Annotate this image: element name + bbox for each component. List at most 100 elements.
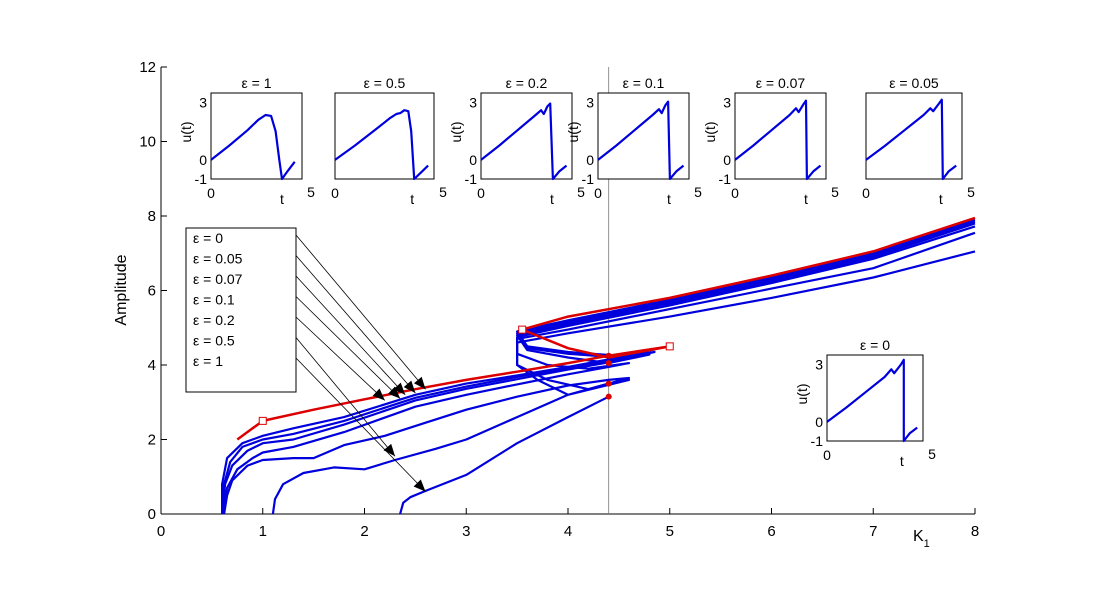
inset-series-line (597, 100, 685, 181)
inset-x-label: t (280, 191, 284, 207)
legend-arrow (295, 275, 406, 396)
inset-plot: ε = 0.5 0 5 t (331, 75, 447, 207)
dot-marker (605, 393, 612, 400)
x-tick-label: 3 (462, 523, 470, 540)
inset-x-tick-label: 5 (307, 184, 315, 200)
inset-x-label: t (410, 191, 414, 207)
legend-entry: ε = 0.07 (193, 271, 243, 287)
y-tick-label: 12 (139, 59, 156, 76)
legend-arrow (295, 357, 426, 492)
inset-y-tick-label: 3 (815, 357, 823, 373)
dot-marker (605, 380, 612, 387)
legend-entry: ε = 1 (193, 353, 223, 369)
series-line (221, 218, 976, 514)
x-tick-label: 2 (360, 523, 368, 540)
inset-y-label: u(t) (794, 384, 810, 405)
inset-frame (734, 92, 827, 180)
inset-frame (480, 92, 573, 180)
legend: ε = 0 ε = 0.05 ε = 0.07 ε = 0.1 ε = 0.2 ε = 0… (185, 227, 426, 492)
legend-arrowhead (414, 376, 426, 390)
inset-y-tick-label: 0 (586, 152, 594, 168)
inset-series-line (480, 102, 568, 181)
x-tick-label: 0 (157, 523, 165, 540)
square-marker (518, 325, 527, 334)
inset-x-tick-label: 5 (831, 184, 839, 200)
inset-series-line (734, 99, 822, 181)
inset-x-label: t (939, 191, 943, 207)
inset-y-tick-label: -1 (465, 171, 478, 187)
inset-y-label: u(t) (565, 122, 581, 143)
inset-y-tick-label: -1 (811, 433, 824, 449)
y-tick-label: 0 (148, 506, 156, 523)
inset-y-tick-label: -1 (195, 171, 208, 187)
square-marker (665, 342, 674, 351)
x-tick-label: 1 (259, 523, 267, 540)
x-tick-label: 8 (971, 523, 979, 540)
inset-y-label: u(t) (178, 122, 194, 143)
inset-title: ε = 0.07 (756, 75, 806, 91)
dot-marker (605, 352, 612, 359)
legend-arrowhead (393, 382, 406, 395)
inset-x-label: t (900, 453, 904, 469)
x-tick-label: 7 (869, 523, 877, 540)
inset-x-tick-label: 0 (477, 185, 485, 201)
legend-entry: ε = 0.05 (193, 251, 243, 267)
inset-x-tick-label: 5 (967, 184, 975, 200)
inset-series-line (210, 113, 296, 181)
inset-y-tick-label: 3 (469, 95, 477, 111)
inset-x-tick-label: 0 (331, 185, 339, 201)
square-marker (258, 416, 267, 425)
inset-frame (210, 92, 303, 180)
inset-x-label: t (667, 191, 671, 207)
inset-series-line (334, 109, 429, 181)
series-line (223, 231, 976, 515)
legend-arrowhead (403, 380, 416, 393)
inset-y-tick-label: -1 (582, 171, 595, 187)
inset-title: ε = 0.2 (506, 75, 548, 91)
legend-entry: ε = 0 (193, 230, 223, 246)
inset-y-tick-label: 0 (199, 152, 207, 168)
y-tick-label: 4 (148, 357, 156, 374)
inset-x-tick-label: 0 (862, 185, 870, 201)
inset-series-line (826, 358, 918, 443)
inset-title: ε = 1 (242, 75, 272, 91)
legend-arrowhead (372, 388, 385, 401)
inset-frame (826, 354, 924, 442)
legend-arrow (295, 255, 416, 394)
inset-frame (865, 92, 963, 180)
inset-plot: ε = 0.05 0 5 t (862, 75, 975, 207)
inset-x-tick-label: 5 (577, 184, 585, 200)
inset-x-tick-label: 0 (731, 185, 739, 201)
inset-x-tick-label: 5 (694, 184, 702, 200)
y-tick-label: 8 (148, 208, 156, 225)
inset-y-tick-label: 3 (723, 95, 731, 111)
dot-marker (605, 360, 612, 367)
inset-y-tick-label: 0 (815, 414, 823, 430)
series-line (271, 250, 976, 515)
legend-arrow (295, 234, 426, 390)
inset-title: ε = 0.1 (623, 75, 665, 91)
inset-x-tick-label: 5 (928, 446, 936, 462)
inset-frame (597, 92, 690, 180)
inset-title: ε = 0.05 (889, 75, 939, 91)
x-axis-label: K1 (913, 528, 930, 550)
inset-y-tick-label: 0 (469, 152, 477, 168)
inset-y-label: u(t) (448, 122, 464, 143)
y-axis-label: Amplitude (113, 254, 130, 325)
legend-entry: ε = 0.5 (193, 333, 235, 349)
legend-entry: ε = 0.2 (193, 312, 235, 328)
legend-arrow (295, 337, 396, 457)
inset-x-tick-label: 5 (439, 184, 447, 200)
y-tick-label: 6 (148, 283, 156, 300)
x-tick-label: 6 (767, 523, 775, 540)
legend-entry: ε = 0.1 (193, 292, 235, 308)
x-tick-label: 5 (666, 523, 674, 540)
legend-arrow (295, 296, 401, 399)
inset-title: ε = 0 (860, 337, 890, 353)
inset-x-tick-label: 0 (594, 185, 602, 201)
inset-frame (334, 92, 435, 180)
inset-y-tick-label: -1 (719, 171, 732, 187)
inset-series-line (865, 98, 957, 181)
